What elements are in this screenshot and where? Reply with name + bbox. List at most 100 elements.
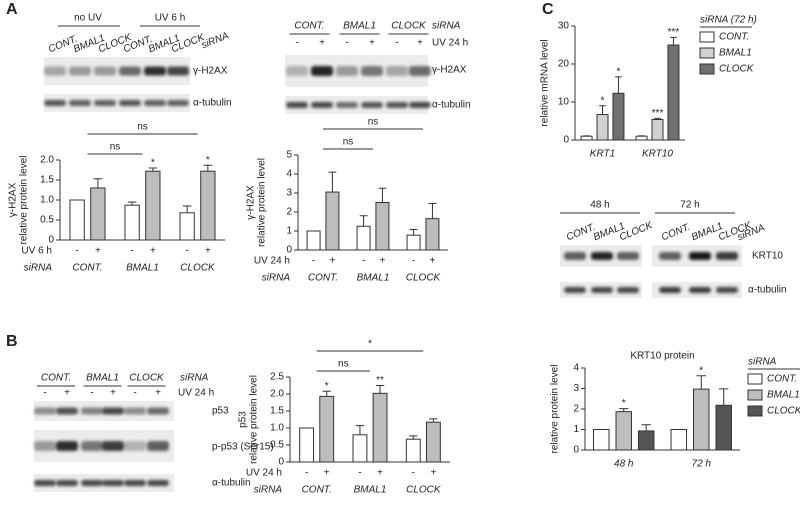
row-label: p53 — [212, 406, 229, 417]
row-label: α-tubulin — [432, 100, 471, 111]
blot-band — [147, 407, 169, 415]
y-tick-label: 4 — [286, 169, 292, 180]
blot-band — [119, 66, 141, 76]
bar — [319, 395, 335, 463]
bar — [693, 388, 710, 451]
bar — [615, 411, 632, 451]
significance: * — [151, 158, 155, 169]
legend-label: CLOCK — [767, 406, 800, 417]
blot-band — [689, 252, 711, 260]
y-axis-label: relative protein level — [249, 375, 260, 464]
error-bar — [696, 375, 706, 390]
y-tick-label: 1.5 — [270, 406, 284, 417]
blot-band — [336, 66, 358, 76]
significance: * — [622, 398, 626, 409]
bar — [406, 234, 421, 251]
blot-band — [311, 66, 333, 76]
blot-band — [81, 441, 103, 451]
blot-band — [34, 441, 56, 451]
error-bar — [641, 424, 651, 431]
series-sign: - — [185, 246, 188, 257]
bar — [425, 218, 440, 251]
x-tick-label: CONT. — [308, 273, 338, 284]
y-tick-label: 2.0 — [270, 389, 284, 400]
lane-label: CLOCK — [618, 220, 655, 244]
chart-title: KRT10 protein — [630, 351, 694, 362]
x-tick-label: CONT. — [302, 485, 332, 496]
row-label: γ-H2AX — [432, 65, 467, 76]
sign-label: - — [395, 38, 398, 49]
significance: *** — [668, 27, 680, 38]
sign-label: + — [64, 388, 70, 399]
blot-band — [44, 66, 66, 76]
legend-label: BMAL1 — [719, 48, 752, 59]
x-tick-label: CONT. — [72, 263, 102, 274]
legend-label: CONT. — [767, 374, 797, 385]
blot-band — [591, 287, 613, 293]
x-tick-label: CLOCK — [406, 485, 442, 496]
bracket-label: * — [368, 339, 372, 350]
bar — [200, 170, 216, 241]
category-row-label: siRNA — [24, 263, 53, 274]
error-bar — [654, 117, 661, 120]
series-sign: - — [362, 256, 365, 267]
blot-band — [659, 252, 681, 260]
blot-band — [81, 407, 103, 415]
sign-label: + — [110, 388, 116, 399]
y-tick-label: 1 — [573, 424, 579, 435]
row-label: α-tubulin — [193, 98, 232, 109]
bar — [145, 170, 161, 241]
blot-band — [144, 100, 166, 106]
blot-band — [311, 102, 333, 108]
error-bar — [409, 228, 418, 236]
legend-swatch — [699, 63, 715, 75]
sign-title: UV 24 h — [432, 38, 468, 49]
legend-swatch — [747, 405, 763, 417]
series-sign: - — [75, 246, 78, 257]
significance: * — [325, 381, 329, 392]
error-bar — [409, 435, 418, 440]
error-bar — [670, 36, 677, 45]
bracket-label: ns — [338, 359, 349, 370]
blot-band — [591, 252, 613, 260]
sign-title: UV 24 h — [178, 388, 214, 399]
blot-band — [564, 252, 586, 260]
legend-title: siRNA (72 h) — [700, 15, 757, 26]
blot-band — [69, 100, 91, 106]
series-sign: + — [377, 468, 383, 479]
y-tick-label: 0 — [563, 135, 569, 146]
blot-band — [147, 441, 169, 451]
group-label: 48 h — [590, 200, 609, 211]
y-tick-label: 5 — [286, 150, 292, 161]
error-bar — [355, 425, 365, 435]
category-row-label: siRNA — [262, 273, 291, 284]
error-bar — [619, 408, 629, 412]
series-sign: + — [95, 246, 101, 257]
y-tick-label: 0 — [573, 445, 579, 456]
legend-swatch — [747, 373, 763, 385]
y-tick-label: 2 — [573, 404, 579, 415]
blot-band — [56, 407, 78, 415]
bar — [651, 118, 664, 141]
row-label: γ-H2AX — [193, 66, 228, 77]
y-axis-label: relative protein level — [257, 158, 268, 247]
blot-band — [34, 407, 56, 415]
blot-band — [56, 480, 78, 486]
lane-title: siRNA — [200, 30, 231, 51]
legend-label: CONT. — [719, 32, 749, 43]
blot-background — [44, 94, 190, 112]
significance: *** — [652, 108, 664, 119]
error-bar — [359, 215, 368, 227]
x-tick-label: BMAL1 — [354, 485, 387, 496]
legend-swatch — [699, 47, 715, 59]
bracket-label: ns — [137, 122, 148, 133]
panel-label: A — [6, 1, 18, 18]
error-bar — [203, 164, 213, 172]
bracket-label: ns — [110, 142, 121, 153]
y-axis-label: relative protein level — [550, 365, 561, 454]
bar — [325, 191, 340, 251]
x-tick-label: CLOCK — [406, 273, 442, 284]
row-label: α-tubulin — [212, 478, 251, 489]
series-sign: - — [358, 468, 361, 479]
